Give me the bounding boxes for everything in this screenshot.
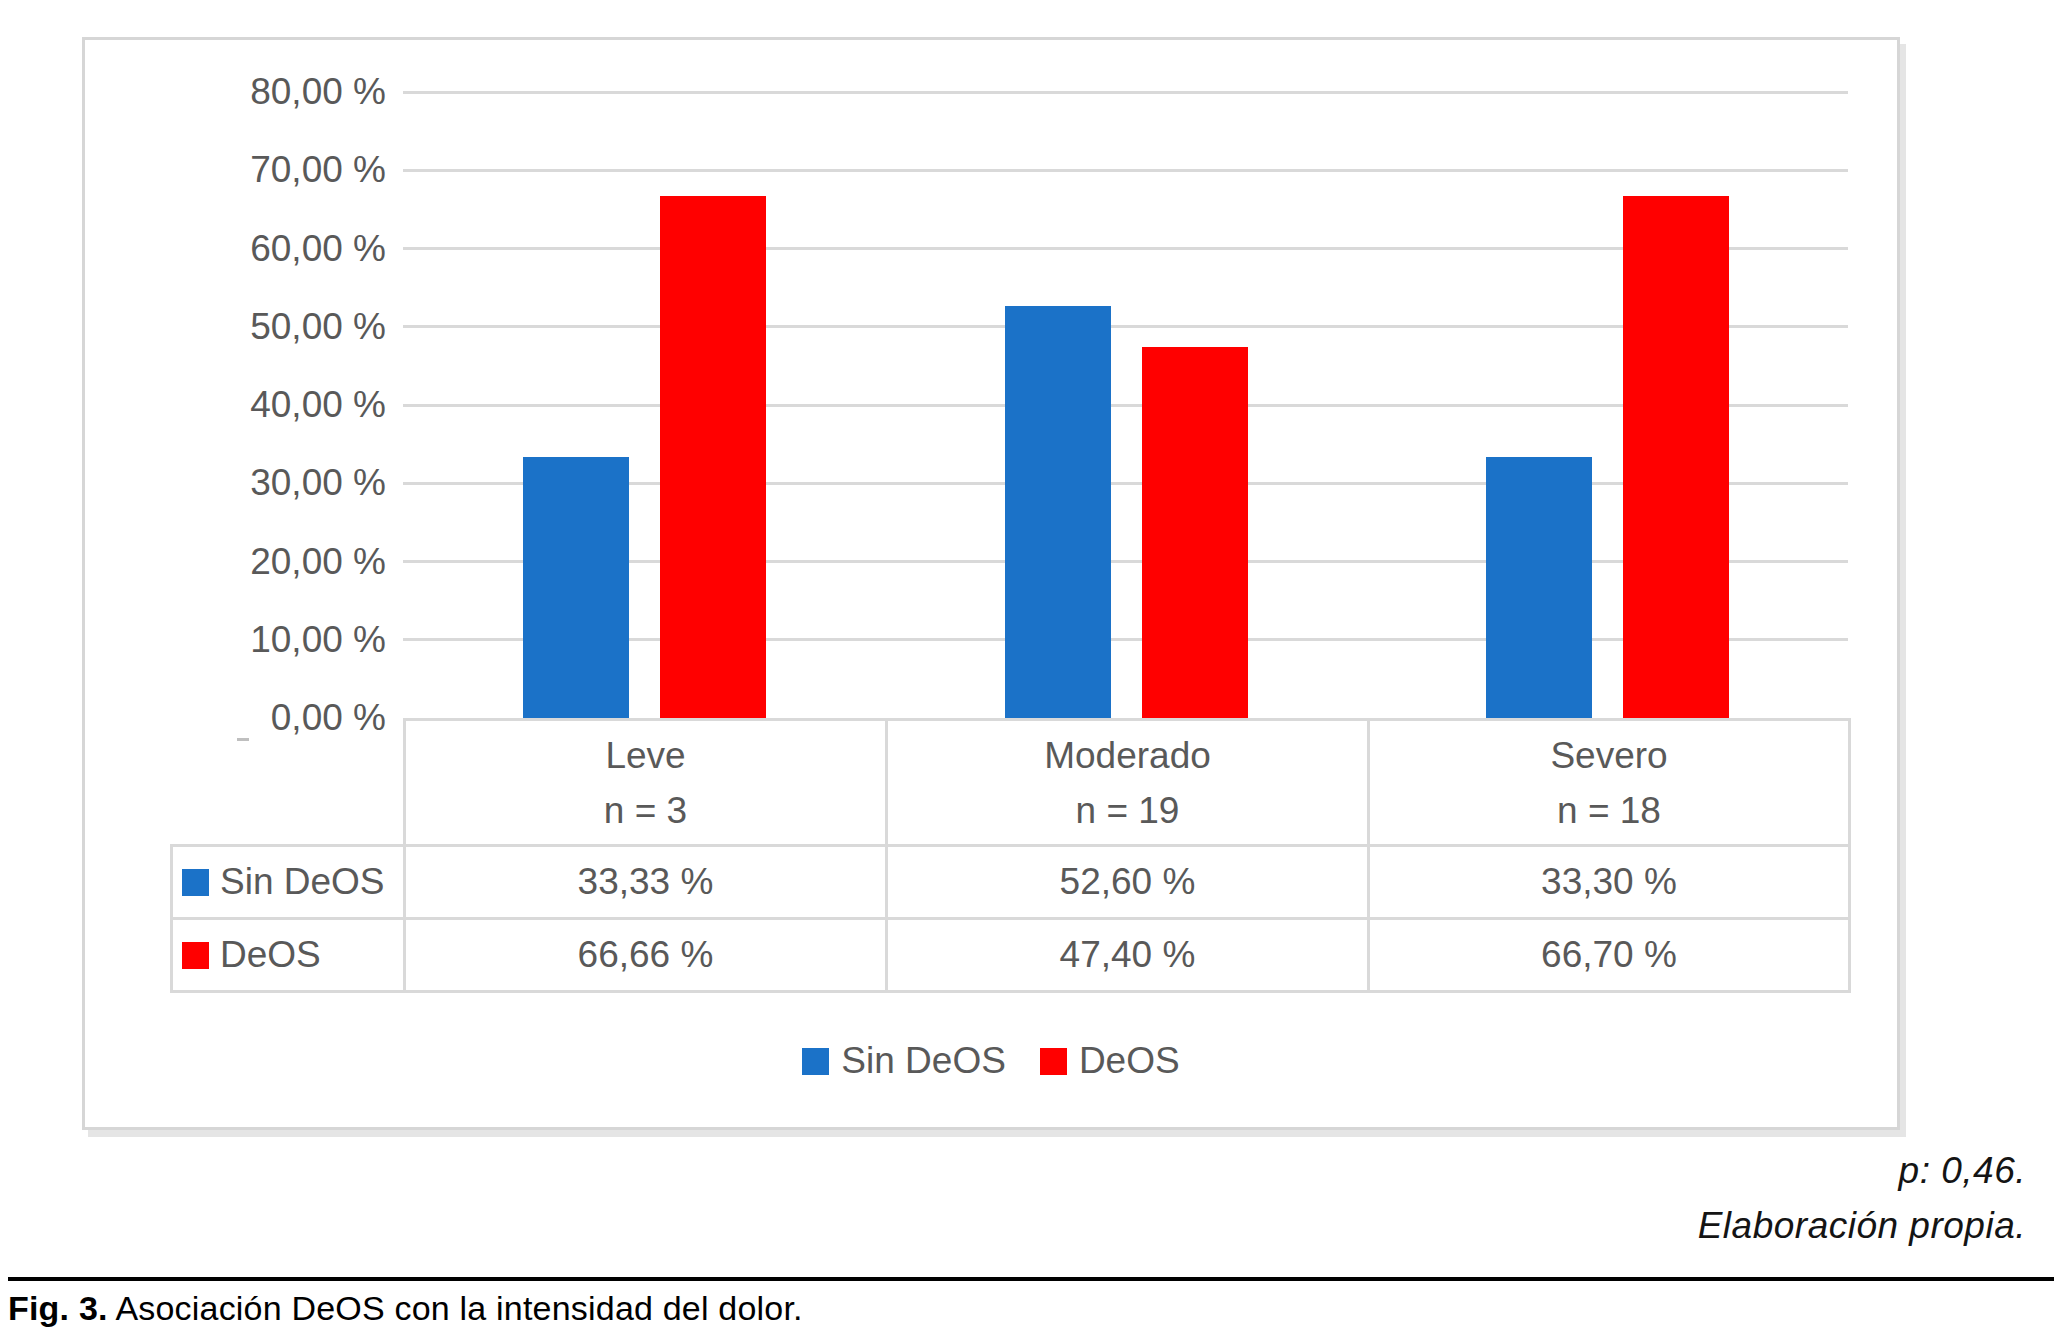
source-note: Elaboración propia. xyxy=(1698,1198,2026,1253)
y-axis-label: 10,00 % xyxy=(250,619,386,661)
gridline xyxy=(403,169,1848,172)
y-axis-label: 50,00 % xyxy=(250,306,386,348)
category-count: n = 18 xyxy=(1370,783,1848,838)
series-name: Sin DeOS xyxy=(220,861,385,903)
gridline xyxy=(403,91,1848,94)
series-swatch-icon xyxy=(182,942,209,969)
bar-deos-leve xyxy=(660,196,766,718)
footnote: p: 0,46. Elaboración propia. xyxy=(1698,1143,2026,1253)
table-header-leve: Leven = 3 xyxy=(405,720,887,846)
category-count: n = 3 xyxy=(406,783,885,838)
value-cell-sin-deos-leve: 33,33 % xyxy=(405,846,887,919)
caption-rule xyxy=(8,1277,2054,1281)
legend-label: Sin DeOS xyxy=(841,1040,1006,1082)
value-cell-deos-leve: 66,66 % xyxy=(405,919,887,992)
figure-caption-text: Asociación DeOS con la intensidad del do… xyxy=(108,1289,803,1327)
table-header-severo: Severon = 18 xyxy=(1369,720,1850,846)
bar-sin-deos-leve xyxy=(523,457,629,718)
y-axis-label: 60,00 % xyxy=(250,228,386,270)
figure-caption: Fig. 3. Asociación DeOS con la intensida… xyxy=(8,1289,803,1328)
series-label-cell-deos: DeOS xyxy=(172,919,405,992)
legend-item-sin-deos: Sin DeOS xyxy=(802,1040,1006,1082)
y-axis-label: 30,00 % xyxy=(250,462,386,504)
value-cell-sin-deos-severo: 33,30 % xyxy=(1369,846,1850,919)
figure-page: 80,00 % 70,00 % 60,00 % 50,00 % 40,00 % 30,00… xyxy=(0,0,2068,1336)
bar-sin-deos-severo xyxy=(1486,457,1592,718)
y-axis-label: 20,00 % xyxy=(250,541,386,583)
legend-swatch-icon xyxy=(802,1048,829,1075)
legend-swatch-icon xyxy=(1040,1048,1067,1075)
table-header-moderado: Moderadon = 19 xyxy=(887,720,1369,846)
value-cell-sin-deos-moderado: 52,60 % xyxy=(887,846,1369,919)
value-cell-deos-severo: 66,70 % xyxy=(1369,919,1850,992)
y-axis-label: 80,00 % xyxy=(250,71,386,113)
table-row-deos: DeOS 66,66 %47,40 %66,70 % xyxy=(172,919,1850,992)
series-label-cell-sin-deos: Sin DeOS xyxy=(172,846,405,919)
table-row-sin-deos: Sin DeOS 33,33 %52,60 %33,30 % xyxy=(172,846,1850,919)
category-label: Severo xyxy=(1370,728,1848,783)
chart-panel: 80,00 % 70,00 % 60,00 % 50,00 % 40,00 % 30,00… xyxy=(82,37,1900,1130)
series-swatch-icon xyxy=(182,869,209,896)
y-axis-label: 70,00 % xyxy=(250,149,386,191)
category-label: Moderado xyxy=(888,728,1367,783)
table-corner-blank xyxy=(172,720,405,846)
category-label: Leve xyxy=(406,728,885,783)
p-value-note: p: 0,46. xyxy=(1698,1143,2026,1198)
series-name: DeOS xyxy=(220,934,321,976)
legend-item-deos: DeOS xyxy=(1040,1040,1180,1082)
bar-deos-severo xyxy=(1623,196,1729,718)
bar-sin-deos-moderado xyxy=(1005,306,1111,718)
chart-data-table: Leven = 3Moderadon = 19Severon = 18Sin D… xyxy=(170,718,1851,993)
y-axis-label: 40,00 % xyxy=(250,384,386,426)
value-cell-deos-moderado: 47,40 % xyxy=(887,919,1369,992)
bar-deos-moderado xyxy=(1142,347,1248,718)
category-count: n = 19 xyxy=(888,783,1367,838)
figure-caption-label: Fig. 3. xyxy=(8,1289,108,1327)
chart-legend: Sin DeOS DeOS xyxy=(85,1040,1897,1082)
legend-label: DeOS xyxy=(1079,1040,1180,1082)
